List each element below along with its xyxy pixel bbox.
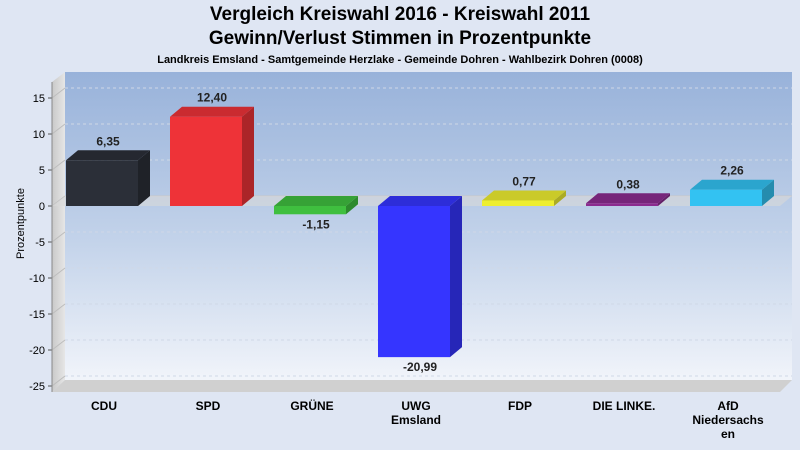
bar-front [482, 200, 554, 206]
bar-cdu [66, 150, 150, 206]
data-label: 6,35 [96, 134, 120, 148]
data-label: 2,26 [720, 164, 744, 178]
gridline-side [51, 231, 66, 243]
y-tick-label: 10 [33, 129, 45, 141]
bar-top [586, 193, 670, 204]
bar-side [762, 179, 774, 206]
data-label: -1,15 [302, 217, 330, 231]
chart-subtitle: Landkreis Emsland - Samtgemeinde Herzlak… [157, 54, 643, 66]
y-tick-label: -5 [35, 237, 45, 249]
category-label: CDU [91, 399, 117, 413]
y-tick-label: 15 [33, 93, 45, 105]
bar-front [66, 160, 138, 206]
y-tick-label: 5 [39, 165, 45, 177]
chart-title: Vergleich Kreiswahl 2016 - Kreiswahl 201… [209, 4, 591, 25]
bar-side [658, 193, 670, 206]
category-label: FDP [508, 399, 532, 413]
bar-front [690, 189, 762, 206]
gridline-side [51, 123, 66, 135]
bar-top [378, 196, 462, 206]
gridline-side [51, 159, 66, 171]
chart-subtitle-main: Gewinn/Verlust Stimmen in Prozentpunkte [208, 28, 592, 49]
gridline-side [51, 267, 66, 279]
y-tick-label: -25 [29, 381, 45, 393]
bar-side [450, 196, 462, 358]
bar-front [170, 116, 242, 206]
bar-top [690, 179, 774, 190]
gridline-side [51, 339, 66, 351]
plot-floor [52, 380, 792, 392]
gridline-side [51, 87, 66, 99]
bar-side [346, 196, 358, 215]
y-tick-label: -10 [29, 273, 45, 285]
data-label: 0,77 [512, 174, 536, 188]
category-label: AfD Niedersachs en [692, 399, 764, 441]
y-tick-label: -15 [29, 309, 45, 321]
gridline-side [51, 375, 66, 387]
data-label: 12,40 [197, 91, 227, 105]
bar-side [242, 106, 254, 206]
bar-side [554, 190, 566, 206]
gridline-side [51, 303, 66, 315]
bar-top [274, 196, 358, 206]
bar-side [138, 150, 150, 206]
category-label: DIE LINKE. [593, 399, 656, 413]
bar-top [170, 106, 254, 117]
bar-afd-niedersachsen [690, 179, 774, 206]
bar-front [378, 206, 450, 358]
bar-fdp [482, 190, 566, 206]
category-label: GRÜNE [290, 398, 333, 413]
bar-spd [170, 106, 254, 206]
data-label: -20,99 [403, 360, 437, 374]
bar-gr-ne [274, 196, 358, 215]
category-label: SPD [196, 399, 221, 413]
bar-top [66, 150, 150, 161]
bar-front [274, 206, 346, 215]
data-label: 0,38 [616, 177, 640, 191]
y-tick-label: 0 [39, 201, 45, 213]
bar-die-linke- [586, 193, 670, 206]
bar-front [586, 203, 658, 206]
category-label: UWG Emsland [391, 399, 441, 427]
y-tick-label: -20 [29, 345, 45, 357]
bar-uwg-emsland [378, 196, 462, 358]
plot-side-wall [52, 72, 65, 392]
bar-top [482, 190, 566, 201]
